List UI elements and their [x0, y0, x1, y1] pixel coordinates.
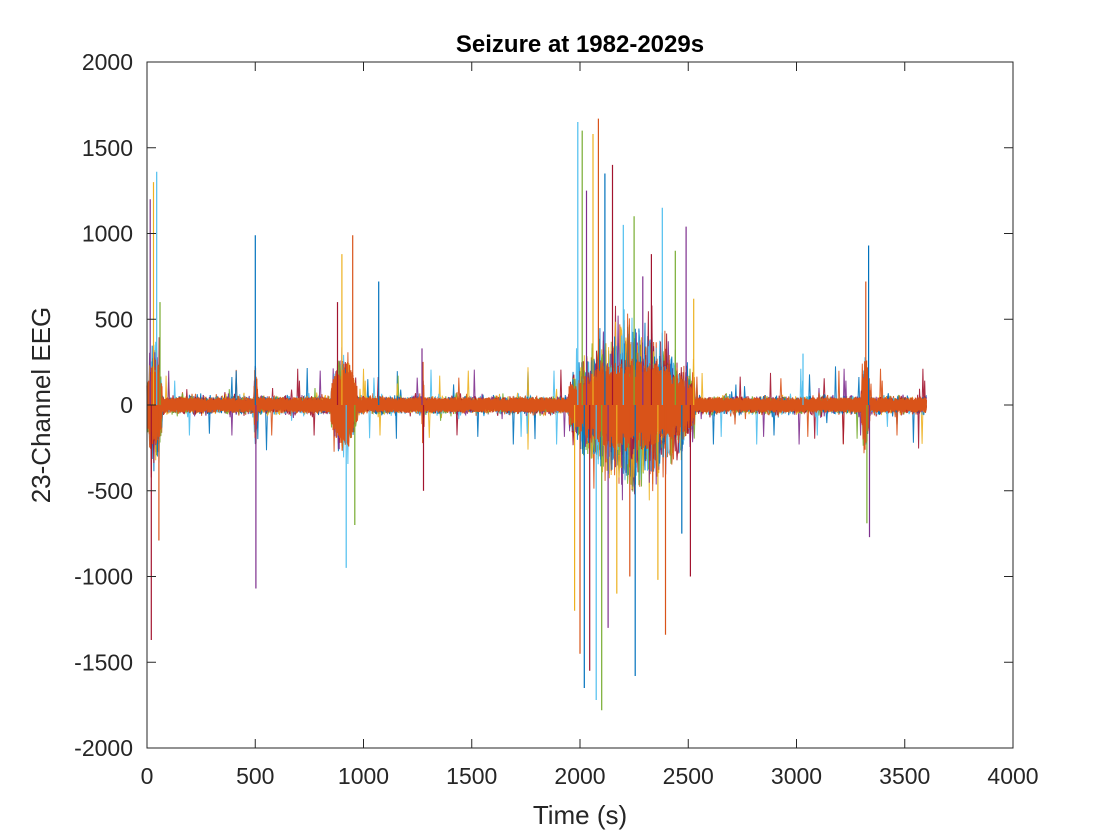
x-tick-label: 2000	[554, 763, 605, 789]
x-tick-label: 500	[236, 763, 274, 789]
eeg-traces	[146, 118, 927, 711]
y-tick-label: -2000	[74, 735, 133, 761]
x-tick-label: 1500	[446, 763, 497, 789]
eeg-channel-trace	[146, 333, 927, 495]
x-axis: 0 500 1000 1500 2000 2500 3000 3500 4000	[141, 62, 1039, 789]
y-tick-label: 1000	[82, 221, 133, 247]
eeg-channel-trace	[146, 342, 927, 487]
y-axis: -2000 -1500 -1000 -500 0 500 1000 1500 2000	[74, 49, 1013, 761]
x-tick-label: 3500	[879, 763, 930, 789]
eeg-channel-trace	[146, 326, 927, 501]
y-tick-label: -500	[87, 478, 133, 504]
eeg-channel-trace	[146, 352, 927, 485]
x-tick-label: 1000	[338, 763, 389, 789]
y-axis-label: 23-Channel EEG	[26, 307, 56, 504]
y-tick-label: 0	[120, 392, 133, 418]
x-tick-label: 3000	[771, 763, 822, 789]
eeg-channel-trace-dominant	[146, 358, 927, 452]
y-tick-label: 1500	[82, 135, 133, 161]
y-tick-label: -1500	[74, 649, 133, 675]
x-axis-label: Time (s)	[533, 800, 627, 830]
x-tick-label: 0	[141, 763, 154, 789]
chart-title: Seizure at 1982-2029s	[456, 31, 704, 58]
y-tick-label: -1000	[74, 564, 133, 590]
eeg-channel-trace	[146, 309, 927, 481]
y-tick-label: 500	[95, 306, 133, 332]
x-tick-label: 4000	[987, 763, 1038, 789]
y-tick-label: 2000	[82, 49, 133, 75]
x-tick-label: 2500	[663, 763, 714, 789]
